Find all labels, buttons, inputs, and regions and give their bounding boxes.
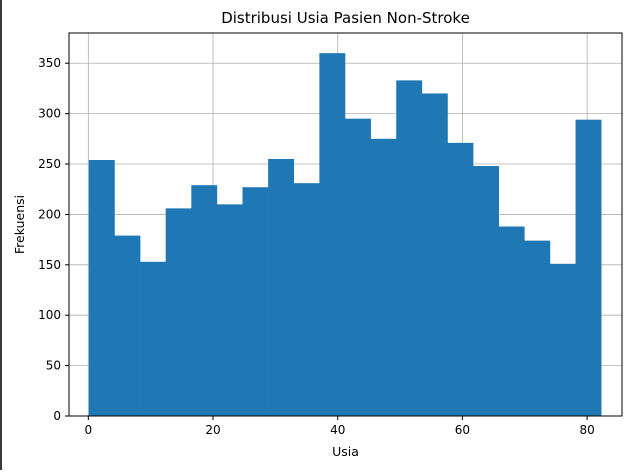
x-tick-label: 80 (579, 423, 594, 437)
histogram-bar (319, 53, 346, 416)
histogram-bar (498, 226, 525, 416)
x-tick-label: 0 (85, 423, 93, 437)
histogram-bar (268, 158, 295, 416)
histogram-bar (165, 208, 192, 416)
y-tick-label: 0 (53, 409, 61, 423)
histogram-bar (293, 183, 320, 416)
histogram-bar (575, 119, 602, 416)
x-axis-label: Usia (332, 444, 359, 459)
y-tick-label: 150 (38, 258, 61, 272)
axis-ticks: 0 20 40 60 80 0 50 100 150 200 250 300 350 (38, 56, 595, 437)
chart-title: Distribusi Usia Pasien Non-Stroke (221, 9, 470, 27)
histogram-bar (549, 263, 576, 416)
y-tick-label: 200 (38, 207, 61, 221)
histogram-bar (421, 93, 448, 416)
plot-area-border (68, 32, 623, 417)
histogram-bar (140, 261, 166, 416)
histogram-bar (447, 142, 474, 416)
y-tick-label: 300 (38, 107, 61, 121)
histogram-bar (345, 118, 371, 416)
histogram-bar (216, 204, 243, 416)
x-tick-label: 60 (455, 423, 470, 437)
y-tick-label: 250 (38, 157, 61, 171)
y-axis-label: Frekuensi (12, 195, 27, 254)
y-tick-label: 350 (38, 56, 61, 70)
histogram-bar (114, 235, 141, 416)
x-tick-label: 20 (205, 423, 220, 437)
histogram-bar (242, 187, 269, 416)
bars (88, 53, 602, 416)
histogram-bar (524, 240, 551, 416)
y-tick-label: 100 (38, 308, 61, 322)
histogram-bar (396, 80, 423, 416)
histogram-bar (88, 159, 115, 416)
y-tick-label: 50 (46, 359, 61, 373)
histogram-bar (191, 185, 218, 416)
x-tick-label: 40 (330, 423, 345, 437)
histogram-bar (370, 138, 397, 416)
histogram-bar (473, 166, 499, 416)
